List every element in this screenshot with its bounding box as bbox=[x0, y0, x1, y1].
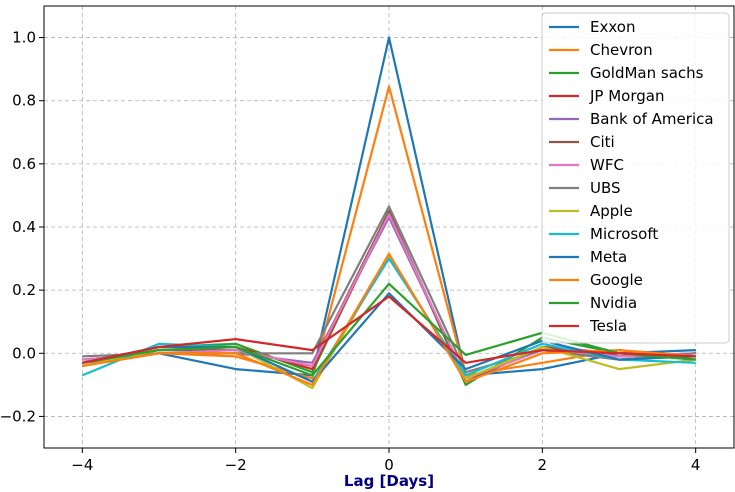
legend-label: Nvidia bbox=[590, 294, 637, 312]
legend-label: Google bbox=[590, 271, 643, 289]
legend-label: Apple bbox=[590, 202, 633, 220]
legend-label: Tesla bbox=[589, 317, 627, 335]
axes: −4 −2 0 2 4 −0.2 0.0 0.2 0.4 0.6 0.8 1.0 bbox=[0, 5, 735, 474]
y-tick-label: 0.8 bbox=[12, 92, 36, 110]
y-tick-label: 0.6 bbox=[12, 155, 36, 173]
x-tick-label: −4 bbox=[71, 456, 93, 474]
legend-box bbox=[541, 12, 730, 344]
x-tick-label: 4 bbox=[691, 456, 701, 474]
legend-label: UBS bbox=[590, 179, 621, 197]
x-tick-label: 2 bbox=[538, 456, 548, 474]
y-tick-label: 0.2 bbox=[12, 281, 36, 299]
y-tick-label: −0.2 bbox=[0, 407, 36, 425]
legend-label: GoldMan sachs bbox=[590, 64, 704, 82]
legend-label: Chevron bbox=[590, 41, 653, 59]
legend-label: Meta bbox=[590, 248, 627, 266]
series-line bbox=[82, 282, 696, 377]
series-lines bbox=[81, 36, 696, 390]
y-tick-label: 0.0 bbox=[12, 344, 36, 362]
y-tick-label: 1.0 bbox=[12, 29, 36, 47]
legend-label: Citi bbox=[590, 133, 615, 151]
legend-label: Bank of America bbox=[590, 110, 714, 128]
legend-label: WFC bbox=[590, 156, 624, 174]
legend: Exxon Chevron GoldMan sachs JP Morgan Bank o… bbox=[541, 12, 730, 344]
x-axis-label: Lag [Days] bbox=[344, 472, 434, 490]
series-line bbox=[82, 36, 696, 377]
series-line bbox=[82, 295, 696, 364]
y-tick-label: 0.4 bbox=[12, 218, 36, 236]
x-tick-label: −2 bbox=[225, 456, 247, 474]
legend-label: Microsoft bbox=[590, 225, 658, 243]
legend-label: Exxon bbox=[590, 18, 635, 36]
legend-label: JP Morgan bbox=[589, 87, 664, 105]
x-tick-label: 0 bbox=[384, 456, 394, 474]
